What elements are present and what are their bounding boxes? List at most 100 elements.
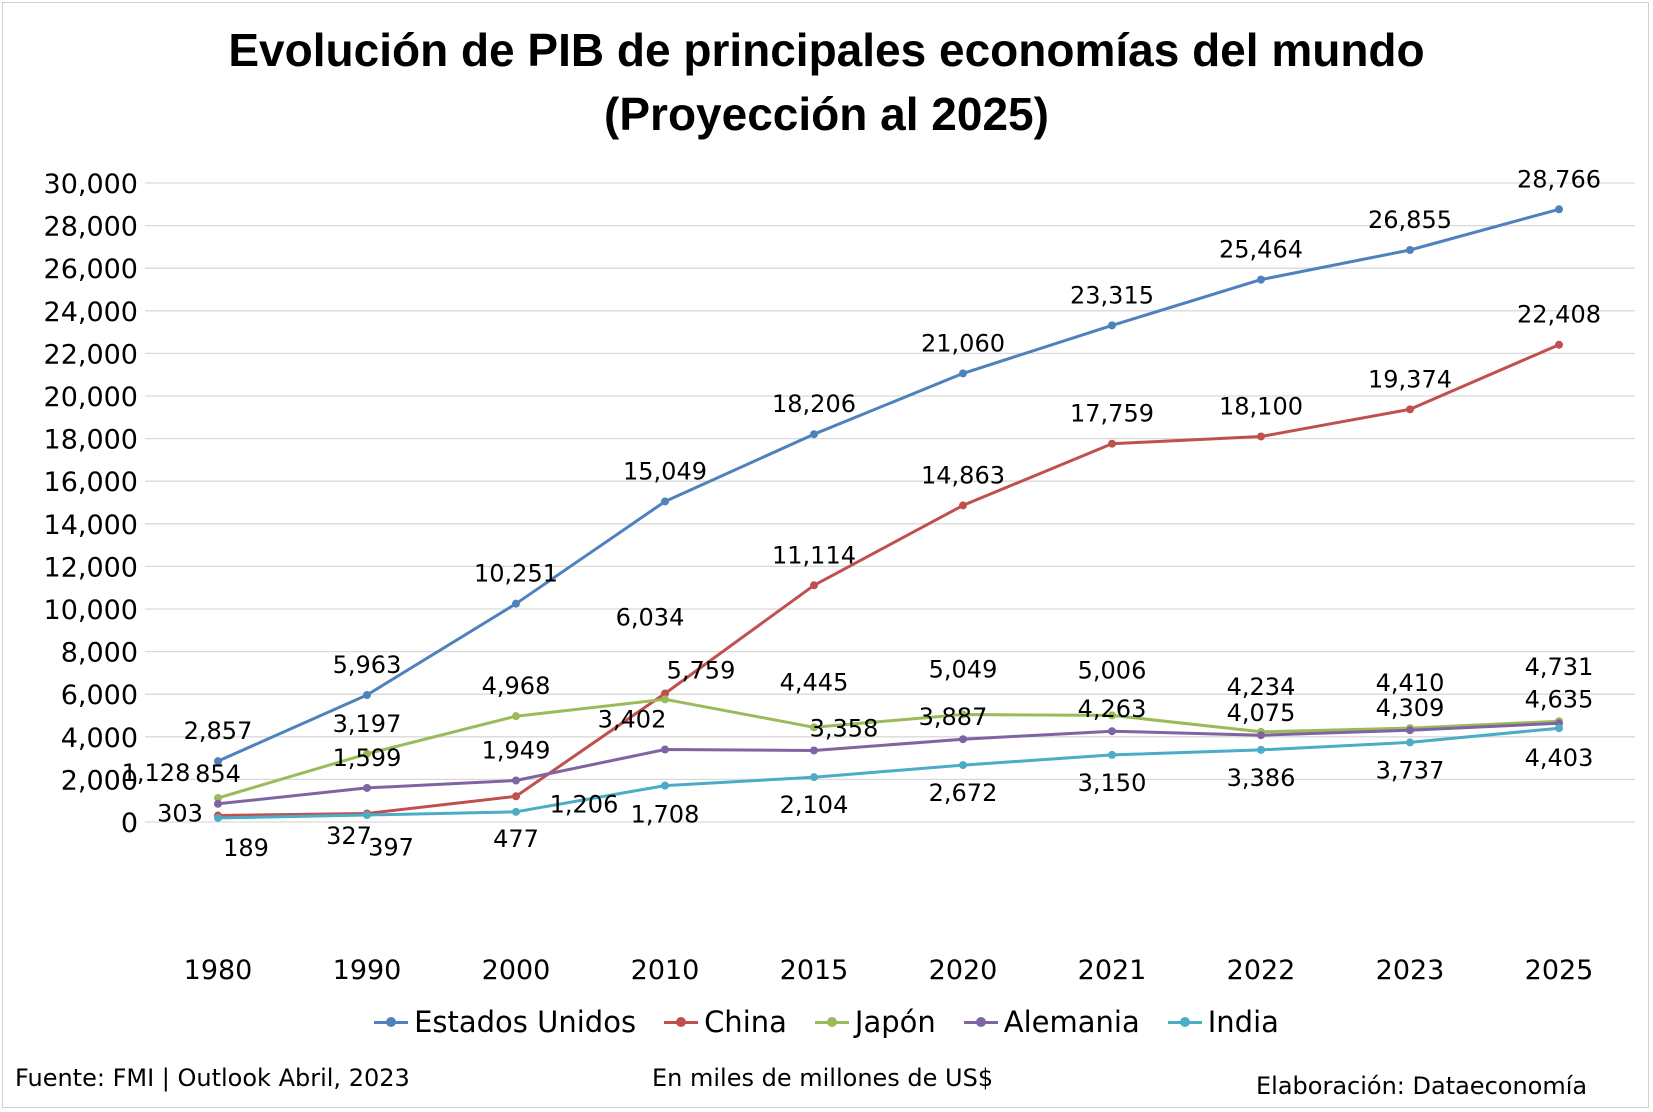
x-tick-label: 1980 xyxy=(184,955,253,986)
data-point xyxy=(1555,205,1563,214)
data-point xyxy=(810,773,818,782)
series-lines xyxy=(214,205,1563,822)
series-line xyxy=(217,721,1560,806)
y-tick-label: 6,000 xyxy=(61,680,138,711)
x-tick-label: 2021 xyxy=(1078,955,1147,986)
data-point xyxy=(1108,727,1116,736)
data-point xyxy=(512,776,520,785)
data-point xyxy=(214,757,222,766)
legend-label: Alemania xyxy=(1003,1005,1140,1039)
x-tick-label: 1990 xyxy=(333,955,402,986)
x-tick-label: 2023 xyxy=(1376,955,1445,986)
data-point xyxy=(661,745,669,754)
data-label: 477 xyxy=(493,825,539,853)
x-tick-label: 2015 xyxy=(780,955,849,986)
data-point xyxy=(1108,711,1116,720)
data-label: 3,150 xyxy=(1078,769,1147,797)
data-point xyxy=(512,712,520,721)
data-point xyxy=(959,710,967,719)
data-label: 3,197 xyxy=(333,710,402,738)
source-note: Fuente: FMI | Outlook Abril, 2023 xyxy=(15,1064,410,1092)
data-point xyxy=(1257,275,1265,284)
data-point xyxy=(959,761,967,770)
data-label: 28,766 xyxy=(1517,165,1601,193)
legend-swatch xyxy=(814,1016,849,1027)
y-tick-label: 4,000 xyxy=(61,723,138,754)
data-point xyxy=(512,792,520,801)
data-point xyxy=(1257,745,1265,754)
data-label: 18,100 xyxy=(1219,392,1303,420)
data-point xyxy=(810,723,818,732)
data-point xyxy=(512,807,520,816)
x-axis-tick-labels: 1980 1990 2000 2010 2015 2020 2021 2022 2023 2025 xyxy=(184,955,1594,986)
data-point xyxy=(810,430,818,439)
data-point xyxy=(1108,321,1116,330)
y-tick-label: 8,000 xyxy=(61,638,138,669)
data-label: 4,410 xyxy=(1376,669,1445,697)
chart-title-line2: (Proyección al 2025) xyxy=(604,88,1049,140)
data-label: 18,206 xyxy=(772,390,856,418)
legend-swatch xyxy=(1167,1016,1202,1027)
units-note: En miles de millones de US$ xyxy=(652,1064,994,1092)
legend-swatch xyxy=(963,1016,998,1027)
chart-title-line1: Evolución de PIB de principales economía… xyxy=(228,24,1425,76)
data-point xyxy=(1406,738,1414,747)
data-label: 854 xyxy=(195,760,241,788)
series-line xyxy=(217,726,1560,820)
y-tick-label: 10,000 xyxy=(44,595,138,626)
data-label: 4,075 xyxy=(1227,699,1296,727)
data-point xyxy=(1406,405,1414,414)
data-label: 189 xyxy=(223,834,269,862)
data-label: 4,445 xyxy=(780,668,849,696)
data-label: 1,206 xyxy=(550,790,619,818)
legend: Estados Unidos China Japón Alemania India xyxy=(0,1005,1653,1039)
x-tick-label: 2025 xyxy=(1525,955,1594,986)
data-point xyxy=(959,501,967,510)
data-point xyxy=(363,811,371,820)
legend-swatch xyxy=(664,1016,699,1027)
data-point xyxy=(214,799,222,808)
data-label: 4,234 xyxy=(1227,673,1296,701)
legend-item: China xyxy=(664,1005,787,1039)
data-label: 10,251 xyxy=(474,560,558,588)
data-label: 22,408 xyxy=(1517,301,1601,329)
series-line xyxy=(217,207,1560,763)
data-label: 1,949 xyxy=(482,736,551,764)
data-label: 23,315 xyxy=(1070,281,1154,309)
data-point xyxy=(810,746,818,755)
data-label: 4,731 xyxy=(1525,653,1594,681)
legend-label: China xyxy=(704,1005,787,1039)
credit-note: Elaboración: Dataeconomía xyxy=(1256,1072,1588,1100)
data-label: 3,737 xyxy=(1376,756,1445,784)
gridlines xyxy=(145,182,1635,823)
data-point xyxy=(1108,750,1116,759)
data-label: 1,128 xyxy=(122,759,191,787)
data-point xyxy=(810,581,818,590)
legend-label: Japón xyxy=(854,1005,936,1039)
data-label: 5,963 xyxy=(333,651,402,679)
data-label: 5,049 xyxy=(929,655,998,683)
data-label: 3,358 xyxy=(810,714,879,742)
y-tick-label: 24,000 xyxy=(44,297,138,328)
data-label: 3,402 xyxy=(598,706,667,734)
line-chart: 0 2,000 4,000 6,000 8,000 10,000 12,000 14,000 1… xyxy=(44,165,1635,986)
y-tick-label: 20,000 xyxy=(44,382,138,413)
y-tick-label: 0 xyxy=(121,808,138,839)
data-label: 5,006 xyxy=(1078,656,1147,684)
data-label: 25,464 xyxy=(1219,236,1303,264)
legend-item: Japón xyxy=(814,1005,936,1039)
series-line xyxy=(217,697,1560,800)
y-tick-label: 28,000 xyxy=(44,212,138,243)
data-label: 397 xyxy=(368,834,414,862)
legend-label: Estados Unidos xyxy=(414,1005,637,1039)
data-label: 26,855 xyxy=(1368,206,1452,234)
x-tick-label: 2020 xyxy=(929,955,998,986)
y-tick-label: 16,000 xyxy=(44,467,138,498)
data-point xyxy=(661,689,669,698)
data-label: 19,374 xyxy=(1368,365,1452,393)
data-point xyxy=(363,783,371,792)
data-label: 327 xyxy=(326,822,372,850)
data-point xyxy=(1555,724,1563,733)
data-point xyxy=(1257,731,1265,740)
